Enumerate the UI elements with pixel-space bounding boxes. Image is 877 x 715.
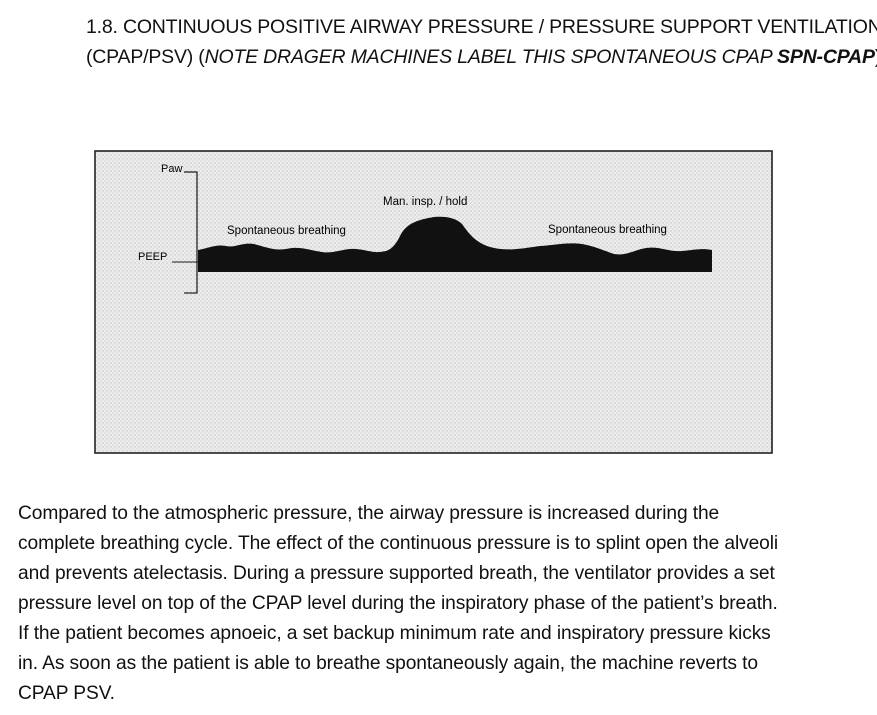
heading-line-2-end: ) xyxy=(875,46,877,68)
peep-label: PEEP xyxy=(138,251,167,263)
heading-spn-cpap: SPN-CPAP xyxy=(777,46,875,68)
paw-axis-bracket xyxy=(184,171,198,294)
body-line: in. As soon as the patient is able to br… xyxy=(18,653,758,674)
body-line: If the patient becomes apnoeic, a set ba… xyxy=(18,623,771,644)
body-line: pressure level on top of the CPAP level … xyxy=(18,593,778,614)
body-line: complete breathing cycle. The effect of … xyxy=(18,533,779,554)
section-heading: 1.8. CONTINUOUS POSITIVE AIRWAY PRESSURE… xyxy=(86,12,877,72)
body-line: and prevents atelectasis. During a press… xyxy=(18,563,775,584)
heading-note: NOTE DRAGER MACHINES LABEL THIS SPONTANE… xyxy=(204,46,778,68)
annotation-spontaneous-left: Spontaneous breathing xyxy=(227,225,346,237)
body-line: CPAP PSV. xyxy=(18,683,115,704)
heading-line-2-start: (CPAP/PSV) ( xyxy=(86,46,205,68)
heading-line-2: (CPAP/PSV) (NOTE DRAGER MACHINES LABEL T… xyxy=(86,42,877,72)
paw-axis-label: Paw xyxy=(161,163,182,175)
annotation-spontaneous-right: Spontaneous breathing xyxy=(548,224,667,236)
cpap-pressure-waveform-figure: Paw PEEP Spontaneous breathing Man. insp… xyxy=(94,150,773,454)
body-paragraph: Compared to the atmospheric pressure, th… xyxy=(18,499,874,709)
body-line: Compared to the atmospheric pressure, th… xyxy=(18,503,720,524)
annotation-manual-inspiration: Man. insp. / hold xyxy=(383,196,467,208)
pressure-waveform xyxy=(198,216,712,272)
heading-line-1: 1.8. CONTINUOUS POSITIVE AIRWAY PRESSURE… xyxy=(86,16,877,38)
figure-frame xyxy=(94,150,773,454)
